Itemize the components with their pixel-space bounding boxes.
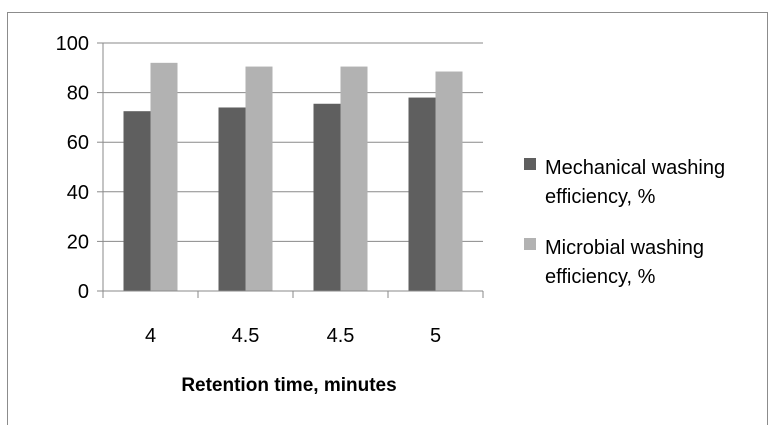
bar-microbial xyxy=(245,66,273,291)
bar-microbial xyxy=(340,66,368,291)
legend-label: Mechanical washing xyxy=(545,157,725,179)
bar-mechanical xyxy=(218,107,246,291)
y-tick-label: 60 xyxy=(67,132,89,154)
bar-mechanical xyxy=(313,103,341,291)
bar-microbial xyxy=(150,62,178,292)
x-tick-label: 5 xyxy=(430,325,441,347)
bar-mechanical xyxy=(408,97,436,291)
legend-label: efficiency, % xyxy=(545,186,656,208)
y-tick-label: 20 xyxy=(67,231,89,253)
x-tick-label: 4.5 xyxy=(327,325,355,347)
tick-labels: 0 20 40 60 80 100 4 4.5 4.5 5 xyxy=(56,33,441,347)
legend-label: Microbial washing xyxy=(545,237,704,259)
bar-mechanical xyxy=(123,111,151,291)
y-tick-label: 100 xyxy=(56,33,89,55)
legend-swatch xyxy=(524,238,536,250)
y-tick-label: 40 xyxy=(67,182,89,204)
legend: Mechanical washing efficiency, % Microbial… xyxy=(524,157,725,288)
legend-swatch xyxy=(524,158,536,170)
x-tick-label: 4.5 xyxy=(232,325,260,347)
x-axis-title: Retention time, minutes xyxy=(181,375,396,396)
y-tick-label: 80 xyxy=(67,83,89,105)
bars xyxy=(123,62,463,292)
bar-microbial xyxy=(435,71,463,292)
legend-label: efficiency, % xyxy=(545,266,656,288)
y-tick-label: 0 xyxy=(78,281,89,303)
axes xyxy=(97,42,484,298)
x-tick-label: 4 xyxy=(145,325,156,347)
